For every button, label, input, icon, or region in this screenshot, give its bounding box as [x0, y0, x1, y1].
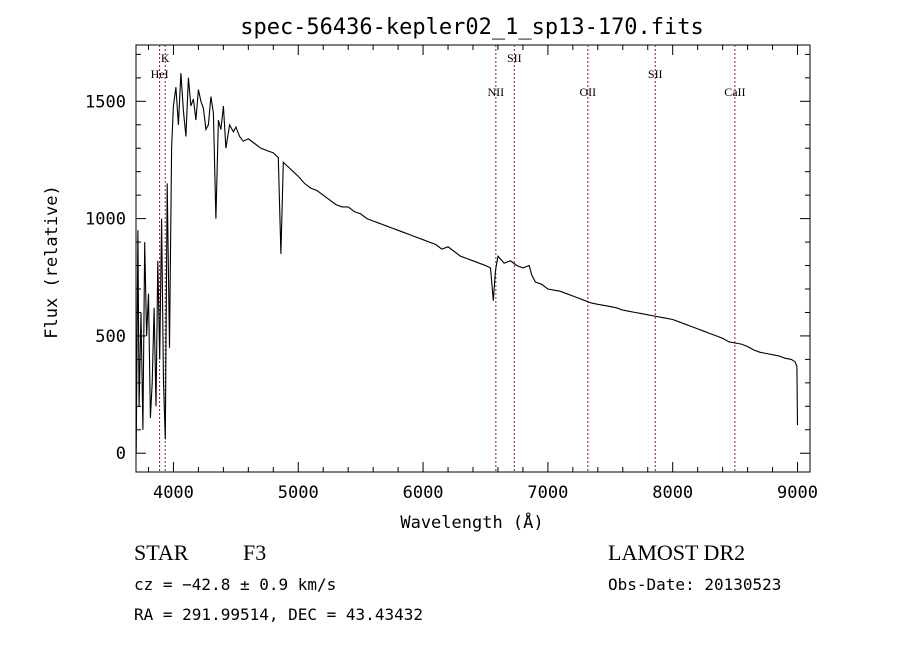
observation-date: Obs-Date: 20130523 — [608, 575, 781, 594]
survey-label: LAMOST DR2 — [608, 540, 745, 565]
x-tick-label: 5000 — [278, 483, 319, 503]
line-marker-label: HeI — [151, 67, 169, 81]
line-marker-label: CaII — [724, 85, 745, 99]
x-tick-label: 4000 — [153, 483, 194, 503]
y-axis: 0 500 1000 1500 — [85, 53, 810, 464]
line-marker-label: K — [161, 51, 170, 65]
plot-frame — [135, 44, 811, 473]
x-tick-label: 8000 — [652, 483, 693, 503]
redshift-velocity: cz = −42.8 ± 0.9 km/s — [134, 575, 336, 594]
line-marker-label: NII — [488, 85, 505, 99]
y-tick-label: 500 — [95, 327, 126, 347]
chart-title: spec-56436-kepler02_1_sp13-170.fits — [240, 15, 704, 40]
spectrum-series-line — [135, 73, 799, 454]
spectral-subclass: F3 — [243, 540, 266, 565]
y-axis-label: Flux (relative) — [42, 185, 62, 339]
x-tick-label: 9000 — [777, 483, 818, 503]
line-marker-label: SII — [507, 51, 522, 65]
line-marker-label: SII — [648, 67, 663, 81]
spectral-class: STAR — [134, 540, 189, 565]
coordinates: RA = 291.99514, DEC = 43.43432 — [134, 605, 423, 624]
y-tick-label: 0 — [116, 444, 126, 464]
y-tick-label: 1500 — [85, 92, 126, 112]
y-tick-label: 1000 — [85, 210, 126, 230]
plot-area — [135, 44, 811, 473]
x-axis: 4000 5000 6000 7000 8000 9000 — [147, 45, 818, 503]
line-marker-label: OII — [579, 85, 596, 99]
line-markers: K HeI NII SII OII SII CaII — [151, 45, 746, 472]
x-tick-label: 7000 — [527, 483, 568, 503]
x-axis-label: Wavelength (Å) — [400, 511, 543, 533]
x-tick-label: 6000 — [403, 483, 444, 503]
